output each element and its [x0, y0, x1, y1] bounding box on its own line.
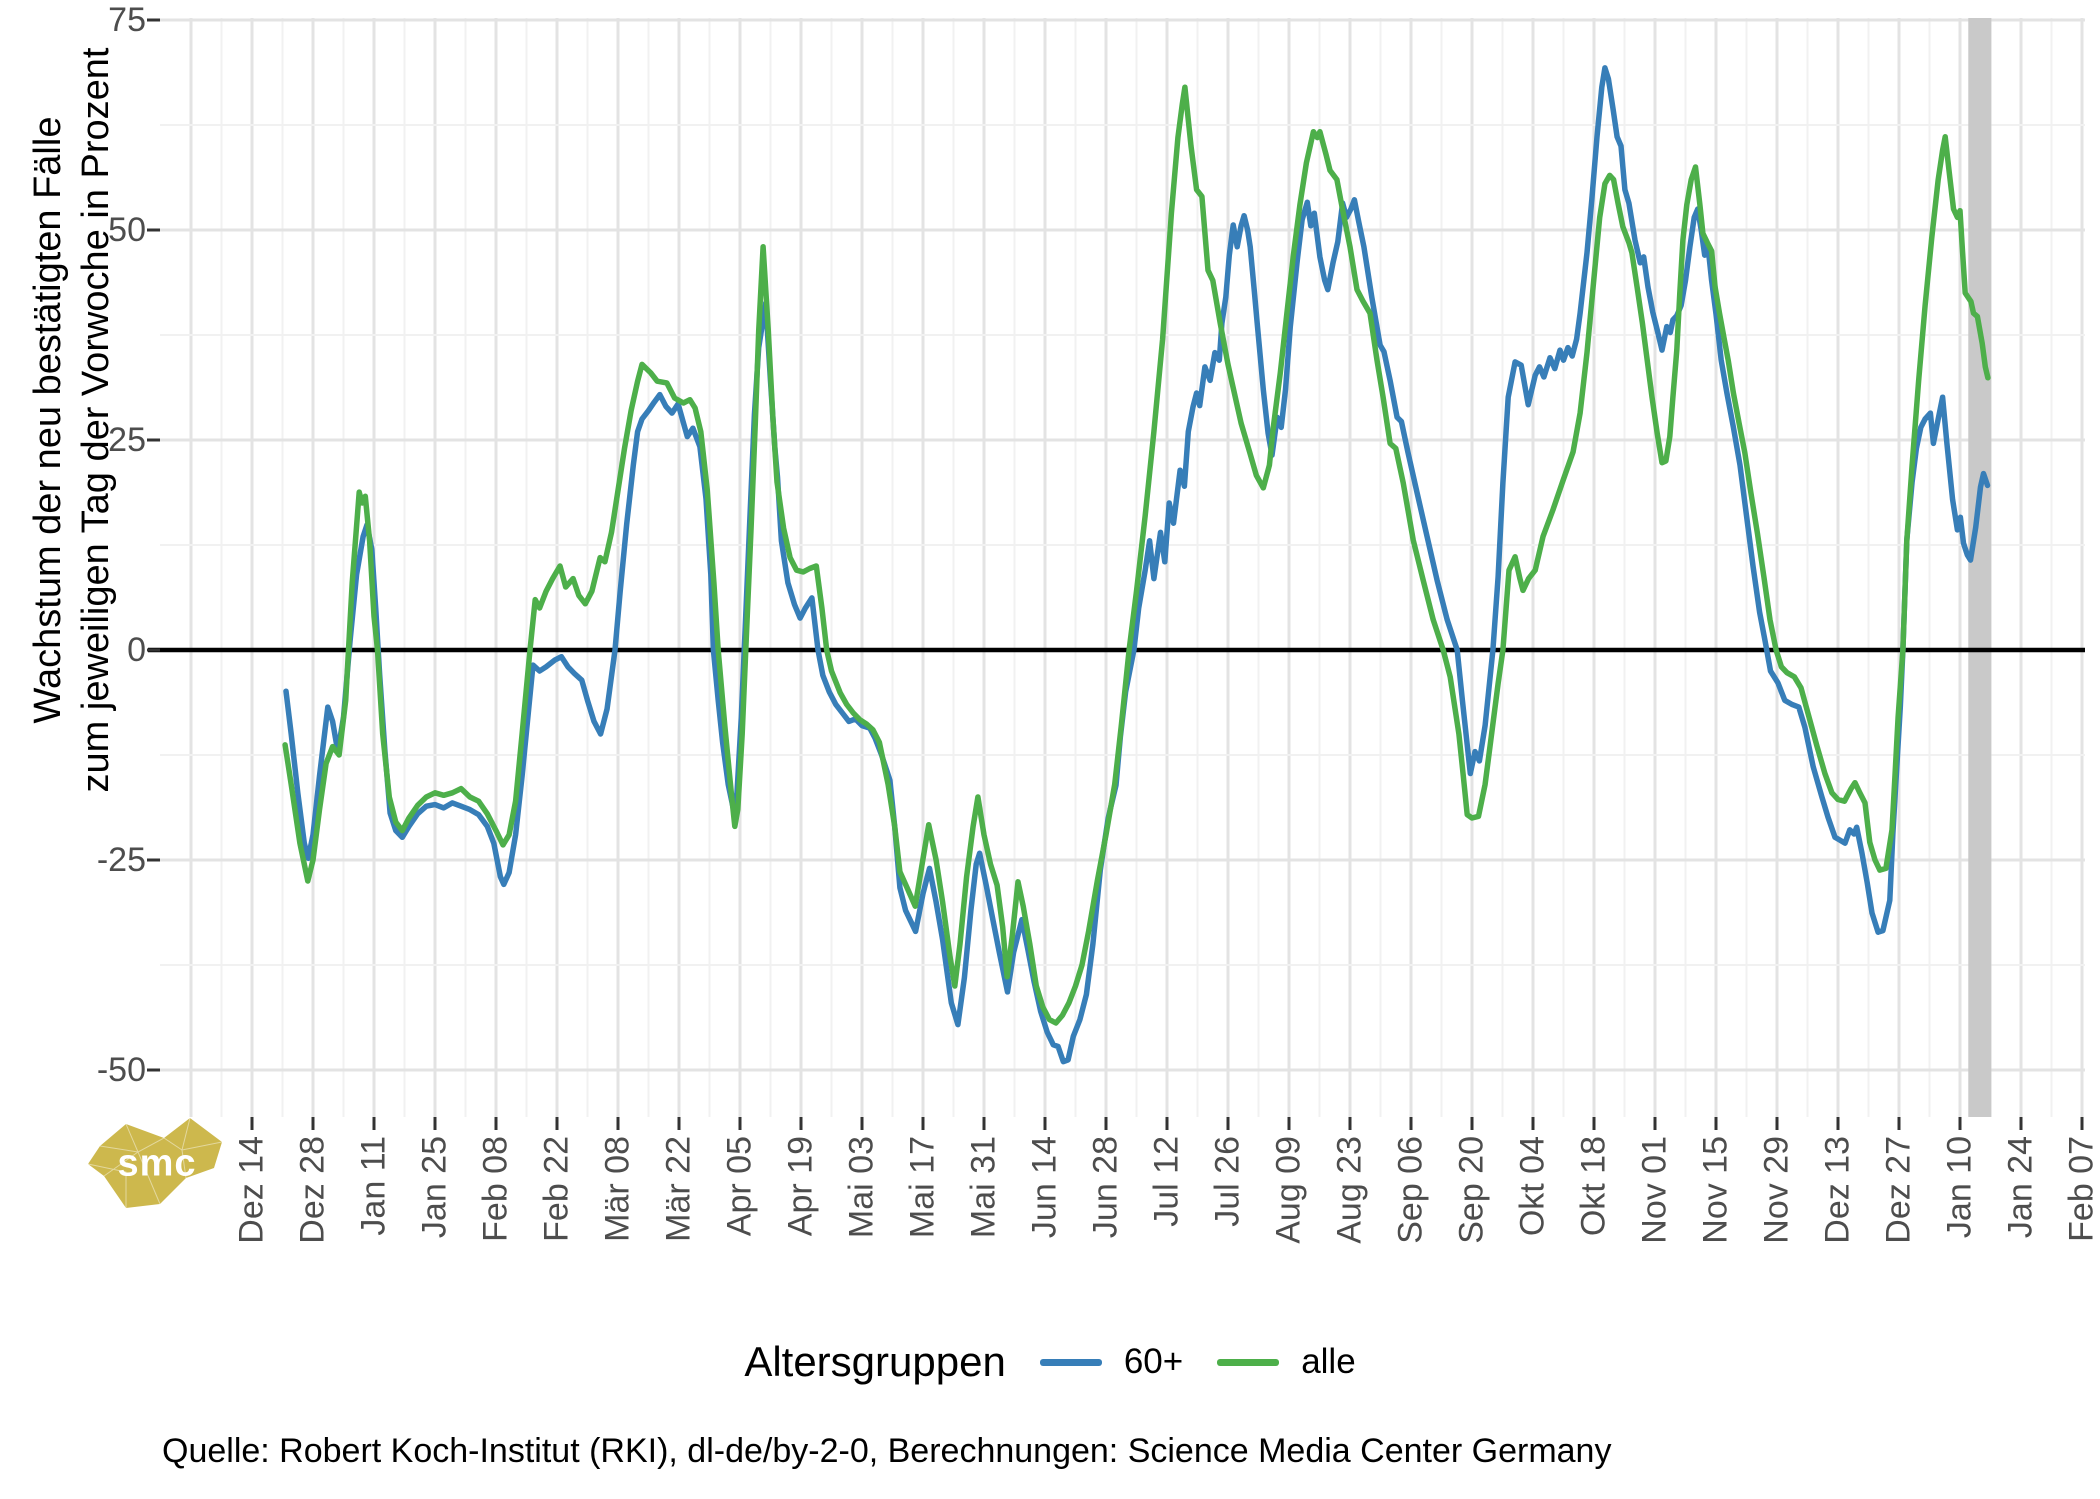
- line-series-60plus: [283, 65, 1991, 1065]
- legend-label-60plus: 60+: [1123, 1342, 1184, 1381]
- x-tick-label-mai-03: Mai 03: [842, 1136, 881, 1239]
- y-tick-label--25: -25: [96, 841, 146, 879]
- x-tick-label-jul-12: Jul 12: [1147, 1136, 1186, 1227]
- x-tick-label-nov-15: Nov 15: [1696, 1136, 1735, 1244]
- legend-item-alle: alle: [1217, 1342, 1356, 1382]
- x-tick-label-dez-28: Dez 28: [293, 1136, 332, 1244]
- line-series-alle: [282, 84, 1991, 1026]
- legend-label-alle: alle: [1301, 1342, 1356, 1381]
- x-tick-label-nov-29: Nov 29: [1757, 1136, 1796, 1244]
- legend-item-60plus: 60+: [1039, 1342, 1184, 1382]
- y-tick-label-25: 25: [108, 421, 146, 459]
- y-axis-title-line1: Wachstum der neu bestätigten Fälle: [27, 116, 69, 724]
- y-tick-label--50: -50: [96, 1051, 146, 1089]
- legend-title: Altersgruppen: [744, 1338, 1006, 1385]
- x-tick-label-okt-18: Okt 18: [1574, 1136, 1613, 1237]
- x-tick-label-sep-20: Sep 20: [1452, 1136, 1491, 1244]
- x-tick-label-aug-23: Aug 23: [1330, 1136, 1369, 1244]
- axis-tick-marks: [147, 18, 2084, 1130]
- x-tick-label-mär-22: Mär 22: [659, 1136, 698, 1242]
- x-tick-label-apr-19: Apr 19: [781, 1136, 820, 1237]
- x-tick-label-jul-26: Jul 26: [1208, 1136, 1247, 1227]
- x-tick-label-nov-01: Nov 01: [1635, 1136, 1674, 1244]
- x-tick-label-jan-24: Jan 24: [2001, 1136, 2040, 1239]
- y-tick-label-75: 75: [108, 1, 146, 39]
- legend-swatch-alle: [1217, 1358, 1280, 1366]
- y-tick-label-0: 0: [127, 631, 146, 669]
- smc-logo-text: smc: [117, 1142, 197, 1185]
- x-tick-label-jun-14: Jun 14: [1025, 1136, 1064, 1239]
- x-tick-label-okt-04: Okt 04: [1513, 1136, 1552, 1237]
- recent-data-band: [1968, 18, 1992, 1117]
- x-tick-label-aug-09: Aug 09: [1269, 1136, 1308, 1244]
- source-note: Quelle: Robert Koch-Institut (RKI), dl-d…: [162, 1432, 1612, 1470]
- smc-logo-icon: [87, 1117, 223, 1208]
- x-tick-label-feb-08: Feb 08: [476, 1136, 515, 1242]
- x-tick-label-sep-06: Sep 06: [1391, 1136, 1430, 1244]
- x-tick-label-jun-28: Jun 28: [1086, 1136, 1125, 1239]
- x-tick-label-jan-11: Jan 11: [354, 1136, 393, 1236]
- x-tick-label-apr-05: Apr 05: [720, 1136, 759, 1237]
- y-tick-label-50: 50: [108, 211, 146, 249]
- x-tick-label-jan-25: Jan 25: [415, 1136, 454, 1239]
- x-tick-label-feb-22: Feb 22: [537, 1136, 576, 1242]
- y-axis-title: Wachstum der neu bestätigten Fälle zum j…: [24, 48, 120, 793]
- x-tick-label-mär-08: Mär 08: [598, 1136, 637, 1242]
- legend-swatch-60plus: [1039, 1358, 1102, 1366]
- x-tick-label-dez-14: Dez 14: [232, 1136, 271, 1244]
- y-axis-title-line2: zum jeweiligen Tag der Vorwoche in Proze…: [75, 47, 117, 793]
- x-tick-label-dez-13: Dez 13: [1818, 1136, 1857, 1244]
- x-tick-label-dez-27: Dez 27: [1879, 1136, 1918, 1244]
- x-tick-label-mai-31: Mai 31: [964, 1136, 1003, 1239]
- legend: Altersgruppen 60+ alle: [0, 1338, 2100, 1386]
- x-tick-label-feb-07: Feb 07: [2062, 1136, 2100, 1242]
- x-tick-label-jan-10: Jan 10: [1940, 1136, 1979, 1239]
- x-tick-label-mai-17: Mai 17: [903, 1136, 942, 1239]
- horizontal-gridlines: [160, 18, 2085, 1072]
- smc-logo: smc: [86, 1112, 228, 1212]
